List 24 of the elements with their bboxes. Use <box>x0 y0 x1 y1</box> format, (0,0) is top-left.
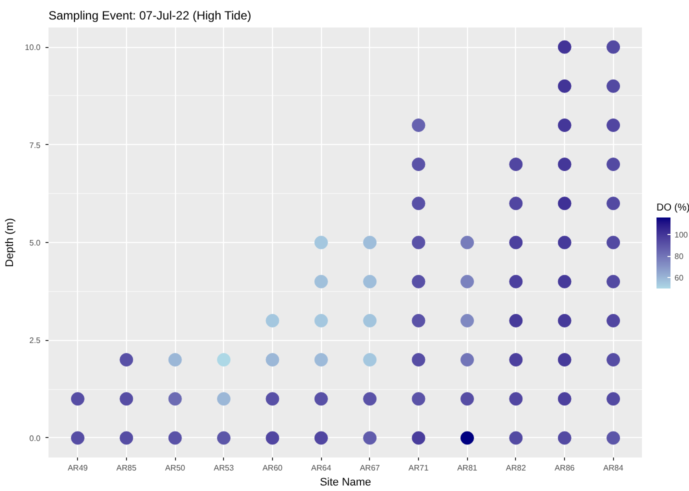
color-bar-label: 80 <box>674 252 684 262</box>
x-tick-label: AR64 <box>311 464 332 472</box>
color-bar-label: 60 <box>674 274 684 283</box>
x-tick-label: AR81 <box>457 464 478 472</box>
y-tick-label: 0.0 <box>29 434 42 443</box>
color-bar-title: DO (%) <box>656 202 689 214</box>
x-tick-label: AR49 <box>68 464 88 472</box>
x-tick-label: AR60 <box>262 464 284 472</box>
x-tick-label: AR86 <box>554 464 576 472</box>
y-tick-label: 10.0 <box>24 43 42 52</box>
y-tick-label: 7.5 <box>29 140 42 150</box>
chart-title: Sampling Event: 07-Jul-22 (High Tide) <box>48 8 252 22</box>
x-tick-label: AR82 <box>506 464 526 472</box>
x-tick-label: AR53 <box>214 464 234 472</box>
y-tick-label: 5.0 <box>29 238 42 248</box>
color-bar-label: 100 <box>674 230 688 240</box>
x-tick-label: AR85 <box>116 464 137 472</box>
x-tick-label: AR67 <box>360 464 380 472</box>
x-tick-label: AR71 <box>408 464 430 472</box>
x-tick-label: AR84 <box>603 464 624 472</box>
y-tick-label: 2.5 <box>29 336 42 346</box>
y-axis-title: Depth (m) <box>4 218 16 267</box>
x-tick-label: AR50 <box>165 464 186 472</box>
x-axis-title: Site Name <box>320 476 372 488</box>
